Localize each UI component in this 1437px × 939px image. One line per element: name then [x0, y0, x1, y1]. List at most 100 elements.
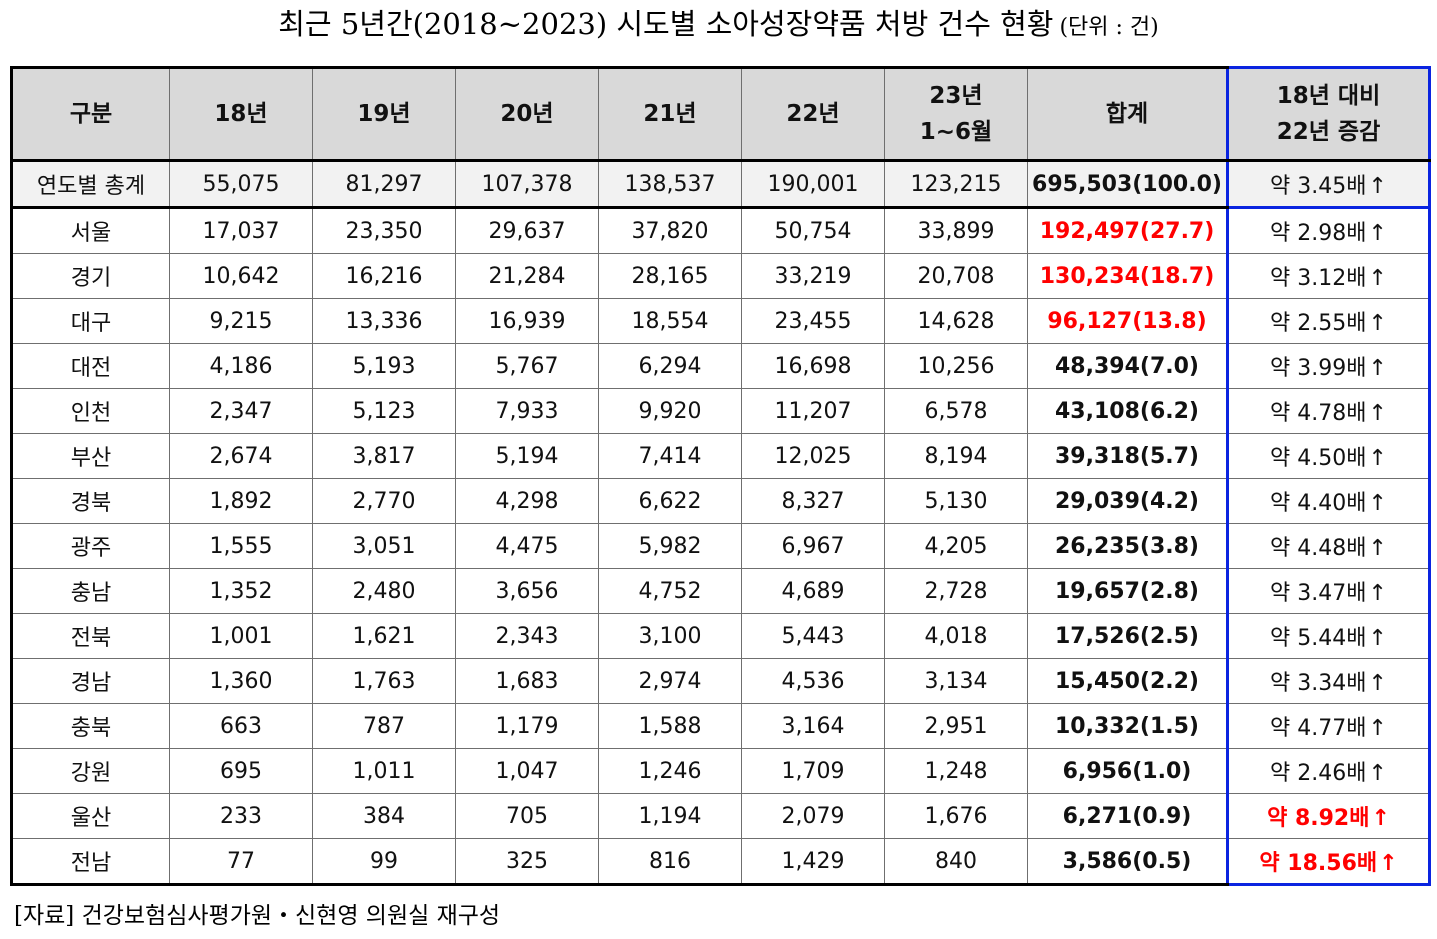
- value-2019-cell: 5,193: [312, 343, 456, 389]
- total-cell: 43,108(6.2): [1027, 388, 1228, 434]
- growth-value: 약 18.56배: [1259, 851, 1378, 876]
- value-2019-cell: 1,011: [312, 748, 456, 794]
- region-cell: 대전: [10, 343, 170, 389]
- value-2018-cell: 17,037: [169, 207, 313, 254]
- value-2018-cell: 2,347: [169, 388, 313, 434]
- table-row: 전남 77 99 325 816 1,429 840 3,586(0.5) 약 18.56배↑: [10, 838, 1431, 886]
- region-cell: 충북: [10, 703, 170, 749]
- region-cell: 울산: [10, 793, 170, 839]
- header-2018: 18년: [169, 66, 313, 162]
- value-2020-cell: 16,939: [455, 298, 599, 344]
- value-2023-h1-cell: 5,130: [884, 478, 1028, 524]
- header-2023-line2: 1~6월: [919, 119, 993, 145]
- value-2019-cell: 99: [312, 838, 456, 886]
- value-2019-cell: 1,621: [312, 613, 456, 659]
- total-cell: 695,503(100.0): [1027, 160, 1228, 209]
- growth-cell: 약 18.56배↑: [1226, 838, 1431, 886]
- value-2020-cell: 107,378: [455, 160, 599, 209]
- value-2020-cell: 705: [455, 793, 599, 839]
- growth-value: 약 4.78배: [1270, 401, 1367, 426]
- arrow-up-icon: ↑: [1368, 266, 1387, 291]
- arrow-up-icon: ↑: [1368, 174, 1387, 199]
- region-cell: 연도별 총계: [10, 160, 170, 209]
- value-2020-cell: 4,298: [455, 478, 599, 524]
- growth-value: 약 2.55배: [1270, 311, 1367, 336]
- value-2020-cell: 2,343: [455, 613, 599, 659]
- arrow-up-icon: ↑: [1368, 356, 1387, 381]
- value-2022-cell: 2,079: [741, 793, 885, 839]
- growth-cell: 약 3.12배↑: [1226, 253, 1431, 299]
- arrow-up-icon: ↑: [1368, 581, 1387, 606]
- growth-cell: 약 8.92배↑: [1226, 793, 1431, 839]
- value-2019-cell: 2,770: [312, 478, 456, 524]
- total-cell: 6,271(0.9): [1027, 793, 1228, 839]
- value-2019-cell: 384: [312, 793, 456, 839]
- growth-cell: 약 4.77배↑: [1226, 703, 1431, 749]
- value-2023-h1-cell: 10,256: [884, 343, 1028, 389]
- value-2023-h1-cell: 4,205: [884, 523, 1028, 569]
- value-2023-h1-cell: 2,728: [884, 568, 1028, 614]
- header-2021: 21년: [598, 66, 742, 162]
- value-2018-cell: 1,892: [169, 478, 313, 524]
- value-2020-cell: 1,179: [455, 703, 599, 749]
- region-cell: 전북: [10, 613, 170, 659]
- table-row: 충남 1,352 2,480 3,656 4,752 4,689 2,728 19,657(2…: [10, 568, 1431, 614]
- header-2022: 22년: [741, 66, 885, 162]
- arrow-up-icon: ↑: [1368, 221, 1387, 246]
- value-2020-cell: 1,047: [455, 748, 599, 794]
- value-2021-cell: 18,554: [598, 298, 742, 344]
- value-2022-cell: 4,689: [741, 568, 885, 614]
- unit-note: (단위 : 건): [1059, 15, 1159, 40]
- value-2023-h1-cell: 14,628: [884, 298, 1028, 344]
- growth-value: 약 2.46배: [1270, 761, 1367, 786]
- value-2019-cell: 3,817: [312, 433, 456, 479]
- table-row: 충북 663 787 1,179 1,588 3,164 2,951 10,332(1.5) 약…: [10, 703, 1431, 749]
- total-cell: 39,318(5.7): [1027, 433, 1228, 479]
- table-row: 울산 233 384 705 1,194 2,079 1,676 6,271(0.9) 약 8.…: [10, 793, 1431, 839]
- header-row: 구분 18년 19년 20년 21년 22년 23년 1~6월 합계 18년 대…: [10, 66, 1431, 162]
- arrow-up-icon: ↑: [1368, 311, 1387, 336]
- value-2020-cell: 325: [455, 838, 599, 886]
- value-2020-cell: 5,767: [455, 343, 599, 389]
- value-2023-h1-cell: 2,951: [884, 703, 1028, 749]
- value-2022-cell: 33,219: [741, 253, 885, 299]
- source-note: [자료] 건강보험심사평가원・신현영 의원실 재구성: [14, 903, 501, 929]
- growth-value: 약 3.99배: [1270, 356, 1367, 381]
- growth-cell: 약 4.40배↑: [1226, 478, 1431, 524]
- table-body: 연도별 총계 55,075 81,297 107,378 138,537 190,001 1…: [10, 160, 1431, 886]
- region-cell: 인천: [10, 388, 170, 434]
- value-2021-cell: 1,194: [598, 793, 742, 839]
- arrow-up-icon: ↑: [1368, 536, 1387, 561]
- value-2023-h1-cell: 1,676: [884, 793, 1028, 839]
- region-cell: 경남: [10, 658, 170, 704]
- value-2022-cell: 3,164: [741, 703, 885, 749]
- growth-value: 약 3.34배: [1270, 671, 1367, 696]
- total-cell: 10,332(1.5): [1027, 703, 1228, 749]
- total-cell: 26,235(3.8): [1027, 523, 1228, 569]
- value-2022-cell: 50,754: [741, 207, 885, 254]
- growth-value: 약 5.44배: [1270, 626, 1367, 651]
- region-cell: 충남: [10, 568, 170, 614]
- value-2022-cell: 4,536: [741, 658, 885, 704]
- table-row: 전북 1,001 1,621 2,343 3,100 5,443 4,018 17,526(2…: [10, 613, 1431, 659]
- region-cell: 전남: [10, 838, 170, 886]
- value-2023-h1-cell: 3,134: [884, 658, 1028, 704]
- region-cell: 강원: [10, 748, 170, 794]
- total-cell: 15,450(2.2): [1027, 658, 1228, 704]
- total-cell: 29,039(4.2): [1027, 478, 1228, 524]
- prescription-table: 구분 18년 19년 20년 21년 22년 23년 1~6월 합계 18년 대…: [10, 66, 1431, 886]
- growth-value: 약 3.12배: [1270, 266, 1367, 291]
- value-2019-cell: 3,051: [312, 523, 456, 569]
- region-cell: 부산: [10, 433, 170, 479]
- region-cell: 대구: [10, 298, 170, 344]
- value-2020-cell: 3,656: [455, 568, 599, 614]
- value-2018-cell: 77: [169, 838, 313, 886]
- value-2020-cell: 1,683: [455, 658, 599, 704]
- value-2022-cell: 23,455: [741, 298, 885, 344]
- value-2021-cell: 1,246: [598, 748, 742, 794]
- value-2018-cell: 10,642: [169, 253, 313, 299]
- region-cell: 광주: [10, 523, 170, 569]
- value-2021-cell: 6,294: [598, 343, 742, 389]
- value-2022-cell: 16,698: [741, 343, 885, 389]
- value-2023-h1-cell: 20,708: [884, 253, 1028, 299]
